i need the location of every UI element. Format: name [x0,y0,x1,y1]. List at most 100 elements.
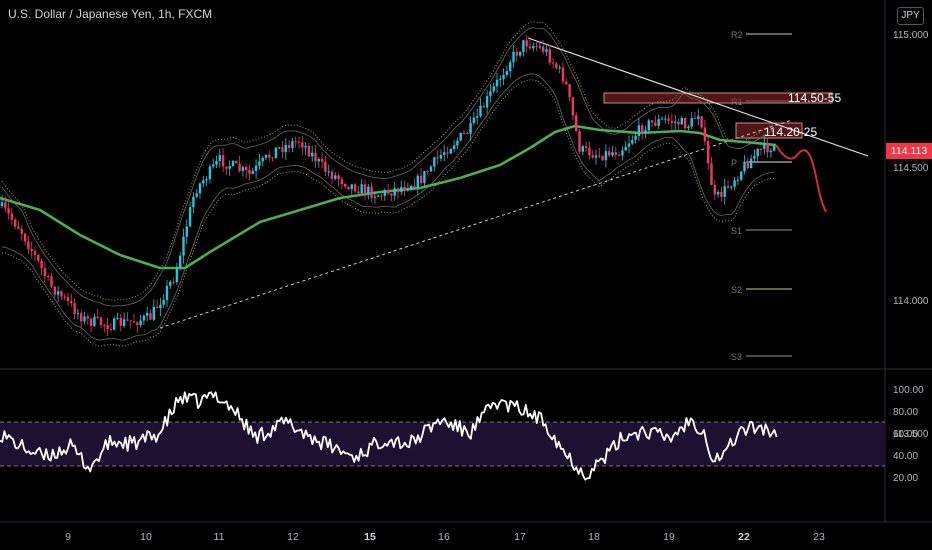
pivot-label: P [731,158,737,168]
time-tick-label: 12 [287,531,299,543]
candle [604,151,608,161]
candle [749,158,753,169]
candle [50,276,53,287]
candle [113,318,116,330]
candle [660,118,664,120]
candle [647,120,650,131]
candle [377,195,380,197]
candle [122,319,126,327]
candle [697,116,700,119]
candle [291,141,294,148]
candle [611,152,614,156]
candle [664,118,667,120]
rsi-tick-label: 60.00 [893,429,918,440]
rsi-tick-label: 20.00 [893,473,918,484]
candle [466,133,469,135]
candle [571,97,575,116]
candle [60,291,63,297]
support-trendline [159,119,793,329]
candle [575,115,578,132]
forecast-path [775,144,827,213]
keltner-lower [1,79,775,347]
candle [598,155,601,157]
candle [756,148,759,157]
candle [400,187,403,192]
candle [43,268,47,276]
rsi-tick-label: 40.00 [893,451,918,462]
candle [419,175,423,184]
candle [162,299,165,305]
candle [522,40,525,52]
candle [538,46,542,48]
candle [301,142,304,148]
candle [426,171,429,173]
candle [621,150,624,156]
candle [390,193,393,196]
candle [347,186,350,190]
candle [766,142,769,153]
candle [109,329,113,331]
candle [307,145,311,157]
currency-badge[interactable]: JPY [897,7,924,25]
zone-label: 114.20-25 [764,125,817,139]
candle [33,251,37,255]
candle [241,167,245,172]
candle [753,156,756,159]
candle [472,117,476,123]
moving-average-line [0,124,777,270]
candle [641,125,644,134]
candle [720,191,723,197]
candle [730,186,733,188]
candle [225,166,228,169]
candle [274,147,278,159]
candle [525,40,528,47]
candle [297,141,301,143]
time-tick-label: 22 [738,531,750,543]
candle [495,79,499,87]
candle [14,219,17,227]
candle [89,318,93,326]
candle [0,202,4,206]
candle [459,132,462,141]
candle [456,140,459,146]
candle [713,184,716,195]
candle [93,316,96,326]
candle [185,226,188,237]
candle [357,191,360,194]
candle [264,155,268,158]
candle [644,130,647,134]
candle [601,155,604,161]
candle [139,320,142,326]
candle [344,184,347,187]
candle [535,46,538,48]
pivot-label: S2 [731,285,742,295]
candle [363,184,367,194]
candle [142,315,146,321]
resistance-zone [735,122,803,139]
candle [370,186,373,198]
candle [707,141,710,164]
zone-label: 114.50-55 [788,91,841,105]
candle [773,145,776,151]
time-tick-label: 19 [663,531,675,543]
candle [334,175,337,179]
candle [617,154,621,156]
keltner-upper [1,21,775,301]
candle [258,161,261,166]
price-tick-label: 114.000 [893,296,929,307]
candle [759,148,763,150]
candle [436,157,439,159]
candle [340,179,344,185]
candle [205,179,208,181]
candle [548,49,551,63]
candle [608,151,611,156]
candle [155,306,159,309]
candle [515,51,518,56]
candle [429,166,433,172]
candle [578,131,581,152]
candle [251,170,254,174]
candle [723,186,726,197]
candle [479,105,482,117]
candle [320,159,324,162]
